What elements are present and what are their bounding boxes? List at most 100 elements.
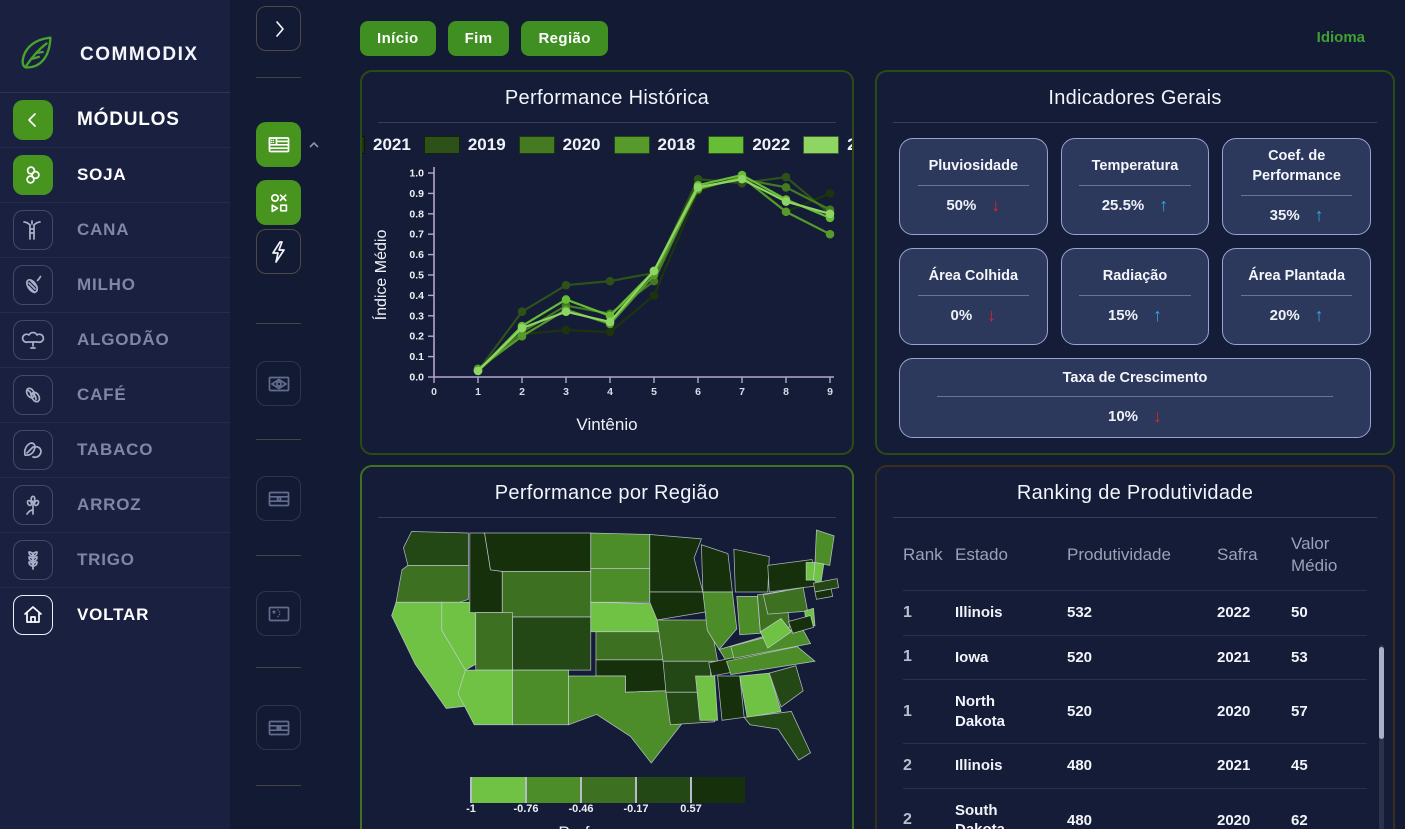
india-flag-button[interactable] xyxy=(256,705,301,750)
state-OR xyxy=(395,565,469,603)
sidebar-item-algodao[interactable]: ALGODÃO xyxy=(0,312,230,367)
indicator-card-temperatura: Temperatura 25.5% ↑ xyxy=(1060,138,1210,235)
cell-valor-medio: 53 xyxy=(1291,648,1308,666)
usa-flag-button[interactable] xyxy=(256,122,301,167)
argentina-flag-button[interactable] xyxy=(256,476,301,521)
state-MS xyxy=(695,675,719,721)
table-row: 2 South Dakota 480 2020 62 xyxy=(903,787,1367,829)
divider xyxy=(917,294,1030,296)
brand-name: COMMODIX xyxy=(80,44,199,65)
cell-produtividade: 520 xyxy=(1067,703,1093,721)
colorbar-tick-label: -0.17 xyxy=(623,803,649,815)
colorbar-gradient xyxy=(469,777,745,803)
colorbar-tick-label: -0.46 xyxy=(568,803,594,815)
divider xyxy=(256,439,301,440)
legend-swatch xyxy=(362,136,366,154)
table-row: 1 North Dakota 520 2020 57 xyxy=(903,679,1367,743)
legend-item-2018[interactable]: 2018 xyxy=(613,135,696,155)
svg-text:0: 0 xyxy=(431,386,437,398)
colorbar-tick-label: -1 xyxy=(466,803,476,815)
cell-rank: 1 xyxy=(903,648,912,666)
colorbar-ticks: -1 -0.76 -0.46 -0.17 0.57 xyxy=(466,803,743,818)
home-icon xyxy=(13,595,53,635)
cell-safra: 2022 xyxy=(1217,604,1251,622)
legend-label: 2018 xyxy=(657,135,696,154)
trend-down-arrow-icon: ↓ xyxy=(991,194,1001,215)
indicator-value: 25.5% ↑ xyxy=(1102,195,1169,216)
svg-text:0.5: 0.5 xyxy=(409,270,424,282)
sidebar-item-soja[interactable]: SOJA xyxy=(0,147,230,202)
trend-up-arrow-icon: ↑ xyxy=(1153,304,1162,325)
indicator-card-coef-de-performance: Coef. de Performance 35% ↑ xyxy=(1222,138,1371,235)
table-body: 1 Illinois 532 2022 50 1 Iowa 520 2021 53 1 North D… xyxy=(903,590,1367,829)
trend-up-arrow-icon: ↑ xyxy=(1314,304,1324,325)
fim-button[interactable]: Fim xyxy=(447,21,510,56)
icon-strip xyxy=(230,0,355,829)
indicator-card-radiacao: Radiação 15% ↑ xyxy=(1060,248,1210,345)
divider xyxy=(256,77,301,78)
chart-legend: 2021 2019 2020 2018 2022 2023 xyxy=(362,135,852,155)
divider xyxy=(256,667,301,668)
sugarcane-icon xyxy=(13,210,53,250)
shapes-button[interactable] xyxy=(256,180,301,225)
sidebar-item-label: CANA xyxy=(77,220,130,239)
state-AZ xyxy=(457,669,513,726)
indicator-value: 10% ↓ xyxy=(1108,406,1162,427)
table-header: Rank Estado Produtividade Safra Valor Médio xyxy=(903,520,1367,590)
legend-item-2023[interactable]: 2023 xyxy=(803,135,852,155)
lightning-button[interactable] xyxy=(256,229,301,274)
divider xyxy=(1079,294,1191,296)
indicator-label: Área Colhida xyxy=(928,268,1019,285)
sidebar-item-voltar[interactable]: VOLTAR xyxy=(0,587,230,642)
svg-text:0.7: 0.7 xyxy=(409,229,424,241)
expand-sidebar-button[interactable] xyxy=(256,6,301,51)
indicator-label: Radiação xyxy=(1102,268,1168,285)
sidebar-item-cana[interactable]: CANA xyxy=(0,202,230,257)
sidebar-item-label: CAFÉ xyxy=(77,385,127,404)
sidebar-item-cafe[interactable]: CAFÉ xyxy=(0,367,230,422)
divider xyxy=(1240,194,1353,196)
inicio-button[interactable]: Início xyxy=(360,21,436,56)
brazil-flag-button[interactable] xyxy=(256,361,301,406)
sidebar-item-trigo[interactable]: TRIGO xyxy=(0,532,230,587)
panel-title: Performance Histórica xyxy=(504,87,710,109)
indicator-label: Pluviosidade xyxy=(928,158,1019,175)
trend-up-arrow-icon: ↑ xyxy=(1314,204,1324,225)
state-AL xyxy=(717,675,745,721)
legend-item-2019[interactable]: 2019 xyxy=(423,135,506,155)
divider xyxy=(917,184,1030,186)
historical-performance-panel: Performance Histórica 2021 2019 2020 2018 20… xyxy=(360,70,854,455)
state-IL xyxy=(702,591,738,651)
indicator-value: 0% ↓ xyxy=(950,305,996,326)
divider xyxy=(937,396,1333,398)
state-WA xyxy=(403,531,469,566)
language-link[interactable]: Idioma xyxy=(1316,29,1365,46)
chevron-up-icon[interactable] xyxy=(308,136,320,154)
legend-item-2021[interactable]: 2021 xyxy=(362,135,411,155)
colorbar-segment xyxy=(581,777,637,803)
svg-text:7: 7 xyxy=(739,386,745,398)
svg-text:1: 1 xyxy=(475,386,481,398)
svg-text:0.0: 0.0 xyxy=(409,372,424,384)
scrollbar-thumb[interactable] xyxy=(1379,647,1384,739)
legend-item-2020[interactable]: 2020 xyxy=(518,135,601,155)
china-flag-button[interactable] xyxy=(256,591,301,636)
x-axis-label: Vintênio xyxy=(576,415,638,434)
sidebar-item-arroz[interactable]: ARROZ xyxy=(0,477,230,532)
panel-title: Ranking de Produtividade xyxy=(1016,482,1254,504)
state-KS xyxy=(595,631,664,661)
sidebar-nav: MÓDULOS SOJA CANA MILHO ALGODÃO CAFÉ TABACO ARR… xyxy=(0,92,230,642)
indicator-label: Temperatura xyxy=(1091,158,1179,175)
sidebar-item-label: TRIGO xyxy=(77,550,135,569)
svg-text:Índice Médio: Índice Médio xyxy=(372,230,390,321)
state-SC xyxy=(768,665,804,708)
state-NH xyxy=(813,562,825,584)
sidebar-item-tabaco[interactable]: TABACO xyxy=(0,422,230,477)
legend-item-2022[interactable]: 2022 xyxy=(708,135,790,155)
cell-estado: Illinois xyxy=(955,757,1003,775)
sidebar-item-modulos[interactable]: MÓDULOS xyxy=(0,92,230,147)
regiao-button[interactable]: Região xyxy=(521,21,608,56)
column-header-produtividade: Produtividade xyxy=(1067,545,1171,565)
colorbar-segment xyxy=(526,777,582,803)
sidebar-item-milho[interactable]: MILHO xyxy=(0,257,230,312)
